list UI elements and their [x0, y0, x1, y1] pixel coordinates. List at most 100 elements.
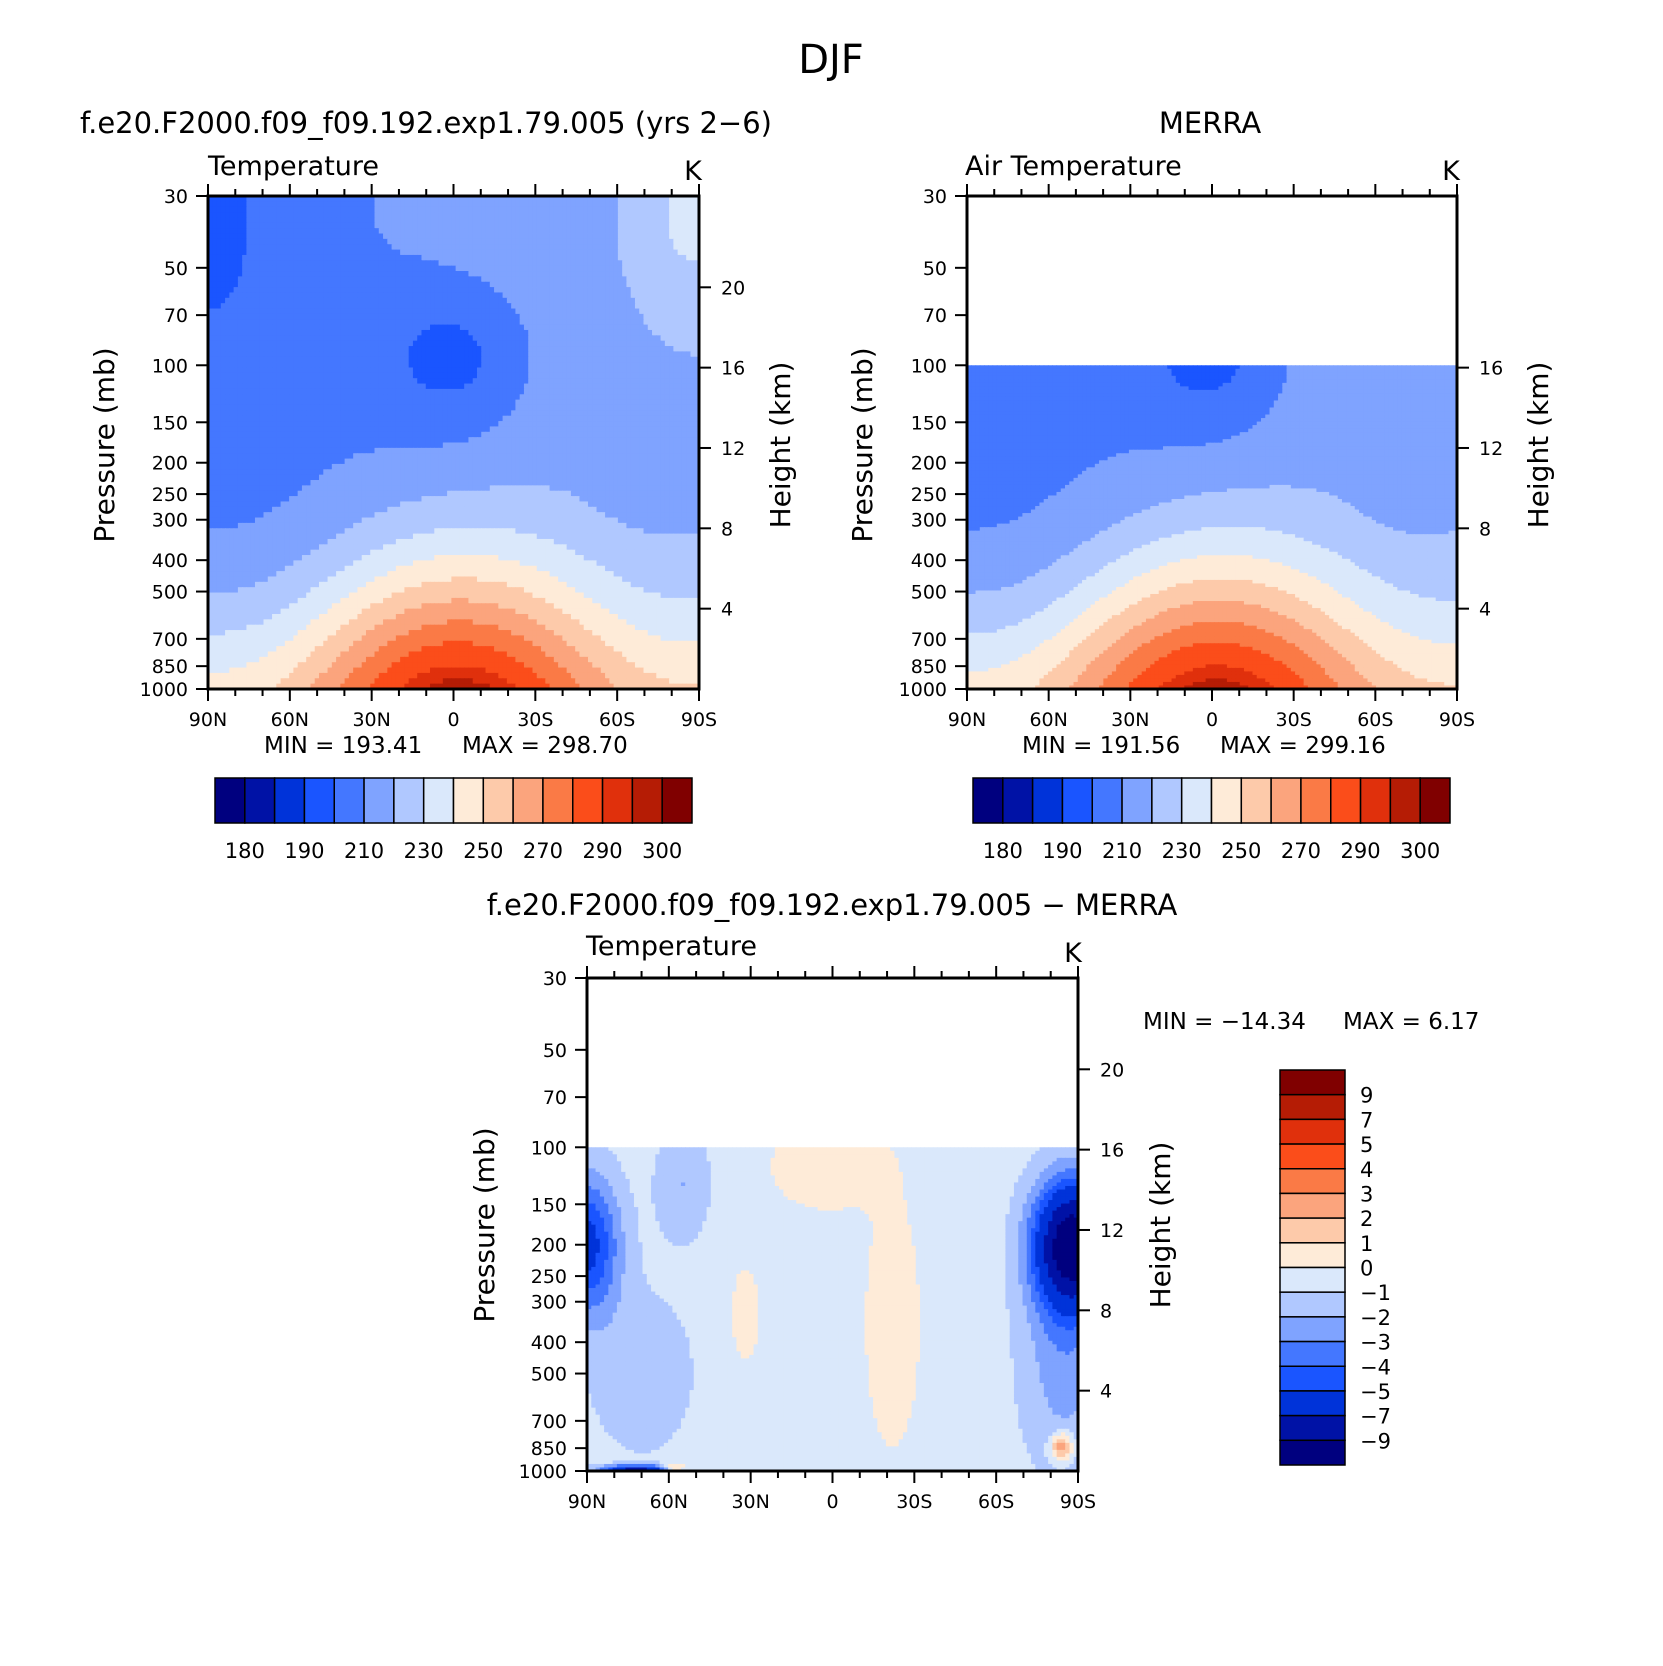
field-cell: [618, 367, 623, 373]
field-cell: [656, 298, 661, 304]
field-cell: [238, 239, 243, 245]
field-cell: [515, 287, 520, 293]
field-cell: [362, 260, 367, 266]
field-cell: [447, 260, 452, 266]
field-cell: [618, 421, 623, 427]
field-cell: [439, 244, 444, 250]
field-cell: [673, 400, 678, 406]
field-cell: [439, 234, 444, 240]
field-cell: [221, 362, 226, 368]
field-cell: [550, 367, 555, 373]
field-cell: [631, 260, 636, 266]
field-cell: [413, 400, 418, 406]
field-cell: [618, 373, 623, 379]
field-cell: [383, 309, 388, 315]
field-cell: [383, 282, 388, 288]
field-cell: [486, 244, 491, 250]
field-cell: [392, 384, 397, 390]
field-cell: [306, 384, 311, 390]
field-cell: [648, 421, 653, 427]
field-cell: [349, 223, 354, 229]
field-cell: [669, 303, 674, 309]
field-cell: [494, 292, 499, 298]
field-cell: [554, 239, 559, 245]
field-cell: [413, 319, 418, 325]
field-cell: [665, 389, 670, 395]
field-cell: [575, 341, 580, 347]
field-cell: [417, 314, 422, 320]
field-cell: [494, 410, 499, 416]
field-cell: [345, 271, 350, 277]
field-cell: [460, 207, 465, 213]
field-cell: [592, 319, 597, 325]
field-cell: [281, 373, 286, 379]
field-cell: [673, 362, 678, 368]
field-cell: [584, 217, 589, 223]
field-cell: [639, 223, 644, 229]
field-cell: [417, 298, 422, 304]
field-cell: [336, 421, 341, 427]
field-cell: [464, 416, 469, 422]
field-cell: [323, 384, 328, 390]
field-cell: [609, 314, 614, 320]
field-cell: [648, 314, 653, 320]
field-cell: [631, 373, 636, 379]
field-cell: [417, 373, 422, 379]
field-cell: [396, 341, 401, 347]
field-cell: [379, 303, 384, 309]
field-cell: [345, 405, 350, 411]
field-cell: [532, 373, 537, 379]
field-cell: [626, 250, 631, 256]
field-cell: [665, 373, 670, 379]
field-cell: [246, 341, 251, 347]
field-cell: [468, 234, 473, 240]
field-cell: [328, 201, 333, 207]
field-cell: [528, 357, 533, 363]
field-cell: [464, 410, 469, 416]
field-cell: [255, 384, 260, 390]
field-cell: [661, 405, 666, 411]
field-cell: [281, 201, 286, 207]
field-cell: [567, 260, 572, 266]
field-cell: [554, 234, 559, 240]
field-cell: [494, 201, 499, 207]
field-cell: [434, 271, 439, 277]
field-cell: [259, 335, 264, 341]
field-cell: [481, 367, 486, 373]
field-cell: [221, 303, 226, 309]
field-cell: [387, 282, 392, 288]
field-cell: [507, 416, 512, 422]
field-cell: [571, 384, 576, 390]
field-cell: [413, 250, 418, 256]
field-cell: [251, 330, 256, 336]
field-cell: [498, 346, 503, 352]
field-cell: [639, 244, 644, 250]
field-cell: [550, 260, 555, 266]
field-cell: [417, 400, 422, 406]
field-cell: [421, 298, 426, 304]
field-cell: [315, 416, 320, 422]
field-cell: [669, 389, 674, 395]
field-cell: [340, 223, 345, 229]
field-cell: [387, 244, 392, 250]
field-cell: [353, 282, 358, 288]
field-cell: [494, 389, 499, 395]
field-cell: [618, 244, 623, 250]
field-cell: [212, 405, 217, 411]
field-cell: [503, 228, 508, 234]
field-cell: [426, 394, 431, 400]
field-cell: [609, 292, 614, 298]
field-cell: [494, 217, 499, 223]
field-cell: [473, 234, 478, 240]
field-cell: [387, 223, 392, 229]
field-cell: [532, 367, 537, 373]
field-cell: [597, 319, 602, 325]
field-cell: [562, 341, 567, 347]
field-cell: [451, 271, 456, 277]
field-cell: [430, 319, 435, 325]
field-cell: [460, 223, 465, 229]
field-cell: [652, 250, 657, 256]
field-cell: [592, 325, 597, 331]
field-cell: [588, 405, 593, 411]
field-cell: [673, 298, 678, 304]
